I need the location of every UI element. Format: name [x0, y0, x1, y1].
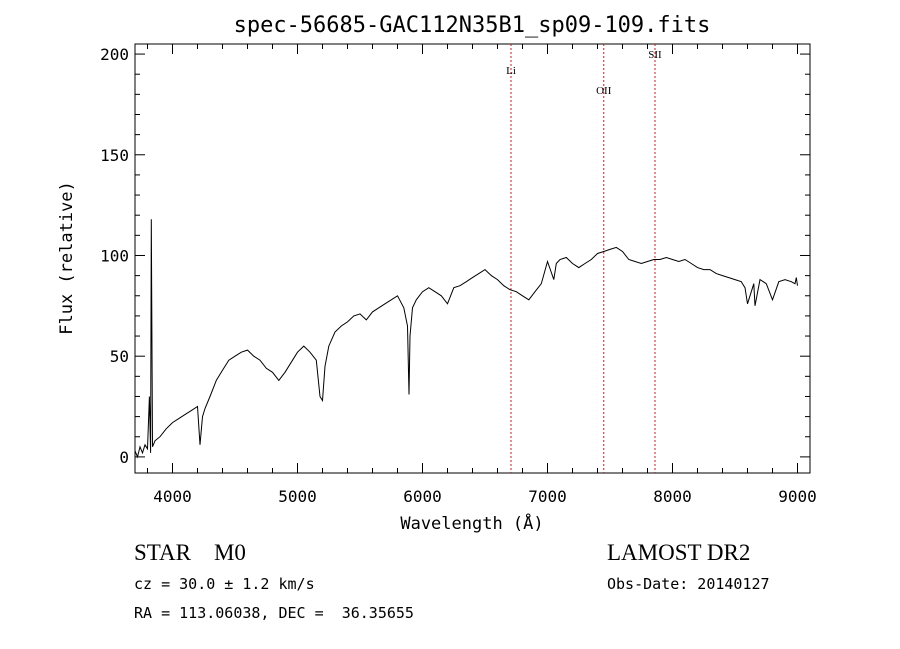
y-tick-label: 100 [100, 246, 129, 265]
obs-date: Obs-Date: 20140127 [607, 575, 770, 593]
x-tick-label: 6000 [403, 487, 442, 506]
y-tick-label: 0 [119, 448, 129, 467]
chart-title: spec-56685-GAC112N35B1_sp09-109.fits [234, 13, 711, 38]
x-tick-label: 5000 [278, 487, 317, 506]
spectrum-chart: spec-56685-GAC112N35B1_sp09-109.fits 400… [57, 13, 817, 534]
spectrum-line [134, 219, 798, 459]
plot-frame [134, 43, 811, 474]
line-label-sii: SII [648, 49, 662, 61]
survey-name: LAMOST DR2 [607, 540, 751, 565]
star-class: STAR M0 [134, 540, 246, 565]
emission-line-markers: Li OII SII [506, 44, 662, 473]
line-label-li: Li [506, 65, 516, 77]
y-tick-label: 50 [110, 347, 129, 366]
y-axis-label: Flux (relative) [57, 181, 77, 335]
y-tick-label: 200 [100, 45, 129, 64]
x-tick-label: 4000 [153, 487, 192, 506]
coordinates-text: RA = 113.06038, DEC = 36.35655 [134, 604, 414, 622]
x-tick-label: 9000 [778, 487, 817, 506]
x-tick-label: 8000 [653, 487, 692, 506]
x-axis-label: Wavelength (Å) [400, 512, 543, 534]
redshift-text: cz = 30.0 ± 1.2 km/s [134, 575, 315, 593]
y-tick-label: 150 [100, 146, 129, 165]
x-tick-label: 7000 [528, 487, 567, 506]
line-label-oii: OII [596, 85, 612, 97]
axis-ticks: 4000 5000 6000 7000 8000 9000 0 50 100 150 200 [100, 44, 817, 506]
